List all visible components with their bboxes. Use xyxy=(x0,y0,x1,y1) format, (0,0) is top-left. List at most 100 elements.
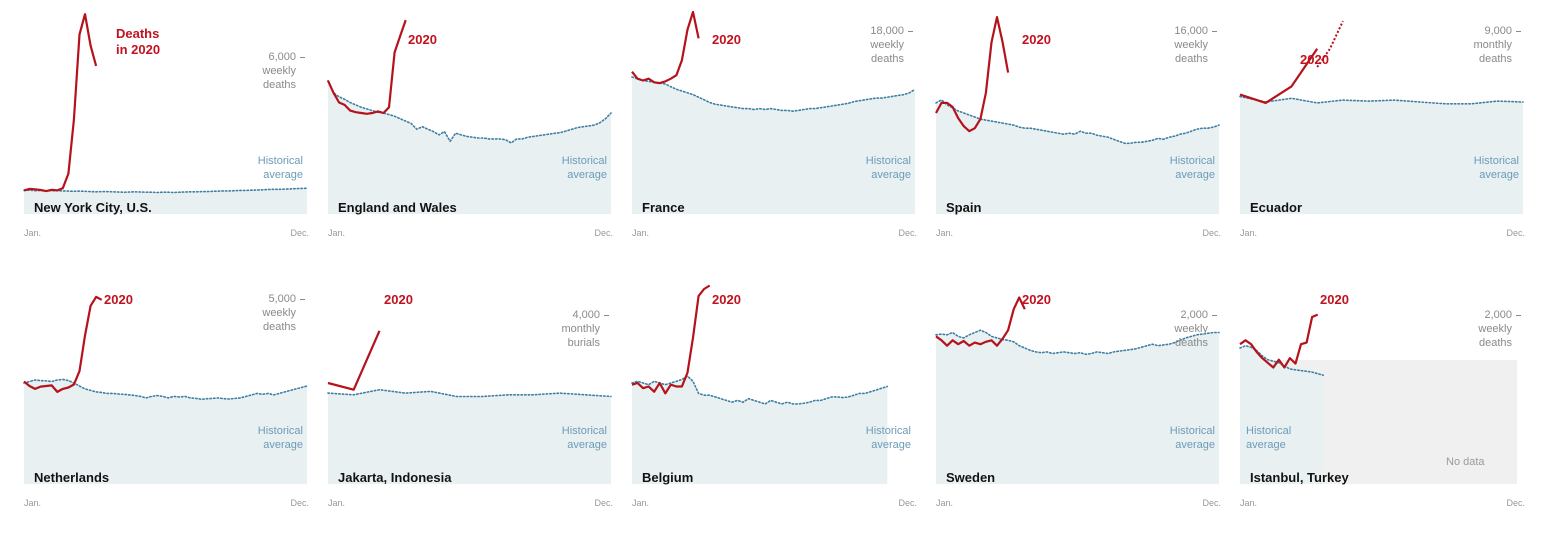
y-axis-tick-mark xyxy=(1212,30,1217,32)
historical-label-line: average xyxy=(567,169,607,181)
y-axis-tick-value: 2,000 xyxy=(1174,308,1217,322)
chart-plot xyxy=(935,15,1220,214)
year-label-line: 2020 xyxy=(712,32,741,47)
year-2020-label: Deaths in 2020 xyxy=(116,26,160,58)
y-axis-tick-text: 4,000 xyxy=(572,309,600,321)
historical-average-label: Historical average xyxy=(1170,424,1215,452)
x-axis-start-label: Jan. xyxy=(328,228,346,238)
x-axis-end-label: Dec. xyxy=(1506,498,1525,508)
chart-plot xyxy=(23,295,308,484)
y-axis-unit-line: deaths xyxy=(1478,53,1512,65)
deaths-2020-line xyxy=(326,19,407,115)
chart-panel: Jakarta, Indonesia Jan. Dec. 4,000 monthly bu… xyxy=(327,280,613,550)
y-axis-tick-text: 2,000 xyxy=(1484,309,1512,321)
chart-panel: Spain Jan. Dec. 16,000 weekly deaths 2020 Histo… xyxy=(935,10,1221,280)
historical-label-line: average xyxy=(1175,439,1215,451)
x-axis-start-label: Jan. xyxy=(24,228,42,238)
year-2020-label: 2020 xyxy=(408,32,437,48)
place-label: England and Wales xyxy=(338,200,457,215)
x-axis-start-label: Jan. xyxy=(24,498,42,508)
chart-plot xyxy=(1239,20,1524,214)
y-axis-unit-label: 6,000 weekly deaths xyxy=(262,50,305,92)
deaths-2020-line xyxy=(935,15,1010,133)
year-label-line: 2020 xyxy=(408,32,437,47)
historical-average-label: Historical average xyxy=(562,154,607,182)
historical-label-line: average xyxy=(871,169,911,181)
historical-label-line: Historical xyxy=(865,155,911,167)
x-axis-end-label: Dec. xyxy=(898,498,917,508)
place-label: Istanbul, Turkey xyxy=(1250,470,1349,485)
x-axis-start-label: Jan. xyxy=(936,498,954,508)
chart-panel: Netherlands Jan. Dec. 5,000 weekly deaths 2020… xyxy=(23,280,309,550)
y-axis-unit-label: 18,000 weekly deaths xyxy=(870,24,913,66)
chart-panel: France Jan. Dec. 18,000 weekly deaths 2020 Hist… xyxy=(631,10,917,280)
x-axis-end-label: Dec. xyxy=(898,228,917,238)
chart-panel: England and Wales Jan. Dec. 2020 Historical a… xyxy=(326,10,613,280)
x-axis-end-label: Dec. xyxy=(1506,228,1525,238)
deaths-2020-line xyxy=(631,10,700,85)
historical-average-line xyxy=(327,388,612,398)
x-axis-start-label: Jan. xyxy=(328,498,346,508)
year-label-line: 2020 xyxy=(712,292,741,307)
no-data-label: No data xyxy=(1446,456,1485,468)
x-axis-start-label: Jan. xyxy=(1240,498,1258,508)
chart-panel: Belgium Jan. Dec. 2020 Historical average xyxy=(631,280,917,550)
chart-plot xyxy=(1239,313,1517,484)
historical-label-line: average xyxy=(1479,169,1519,181)
historical-area xyxy=(1240,96,1523,214)
small-multiples-grid: New York City, U.S. Jan. Dec. 6,000 weekly de… xyxy=(23,10,1525,508)
deaths-2020-line xyxy=(1239,48,1319,105)
x-axis-start-label: Jan. xyxy=(632,498,650,508)
historical-label-line: average xyxy=(263,439,303,451)
historical-average-label: Historical average xyxy=(866,424,911,452)
historical-average-line xyxy=(631,374,889,405)
year-label-line: 2020 xyxy=(1320,292,1349,307)
chart-plot xyxy=(326,19,612,214)
historical-average-line xyxy=(935,329,1220,356)
year-2020-label: 2020 xyxy=(104,292,133,308)
y-axis-unit-label: 4,000 monthly burials xyxy=(561,308,609,350)
place-label: France xyxy=(642,200,685,215)
historical-average-line xyxy=(23,187,308,194)
historical-label-line: Historical xyxy=(1169,425,1215,437)
historical-area xyxy=(24,379,307,484)
y-axis-unit-label: 9,000 monthly deaths xyxy=(1473,24,1521,66)
chart-plot xyxy=(631,10,916,214)
chart-panel: New York City, U.S. Jan. Dec. 6,000 weekly de… xyxy=(23,10,309,280)
y-axis-tick-text: 9,000 xyxy=(1484,25,1512,37)
historical-label-line: Historical xyxy=(1246,425,1292,437)
historical-label-line: average xyxy=(567,439,607,451)
y-axis-unit-line: weekly xyxy=(1174,39,1208,51)
x-axis-end-label: Dec. xyxy=(290,498,309,508)
y-axis-unit-line: deaths xyxy=(262,79,296,91)
historical-average-label: Historical average xyxy=(1246,424,1291,452)
y-axis-tick-mark xyxy=(604,314,609,316)
y-axis-tick-mark xyxy=(1516,314,1521,316)
historical-area xyxy=(936,330,1219,484)
x-axis-end-label: Dec. xyxy=(594,498,613,508)
year-2020-label: 2020 xyxy=(384,292,413,308)
historical-area xyxy=(328,389,611,484)
x-axis-end-label: Dec. xyxy=(1202,498,1221,508)
y-axis-unit-line: weekly xyxy=(1478,323,1512,335)
y-axis-unit-label: 5,000 weekly deaths xyxy=(262,292,305,334)
chart-panel: Istanbul, Turkey Jan. Dec. 2,000 weekly death… xyxy=(1239,280,1525,550)
historical-average-label: Historical average xyxy=(258,154,303,182)
year-label-line: Deaths xyxy=(116,26,160,41)
year-label-line: in 2020 xyxy=(116,42,161,57)
historical-average-line xyxy=(23,378,308,401)
y-axis-unit-line: monthly xyxy=(561,323,600,335)
y-axis-unit-line: weekly xyxy=(262,307,296,319)
deaths-2020-line xyxy=(631,284,711,395)
year-2020-label: 2020 xyxy=(1022,292,1051,308)
y-axis-tick-mark xyxy=(300,298,305,300)
deaths-2020-line xyxy=(23,295,103,394)
x-axis-end-label: Dec. xyxy=(290,228,309,238)
y-axis-tick-mark xyxy=(908,30,913,32)
historical-label-line: Historical xyxy=(1473,155,1519,167)
year-2020-label: 2020 xyxy=(1300,52,1329,68)
historical-average-line xyxy=(1239,95,1524,105)
historical-area xyxy=(936,99,1219,214)
historical-average-label: Historical average xyxy=(562,424,607,452)
year-2020-label: 2020 xyxy=(712,292,741,308)
